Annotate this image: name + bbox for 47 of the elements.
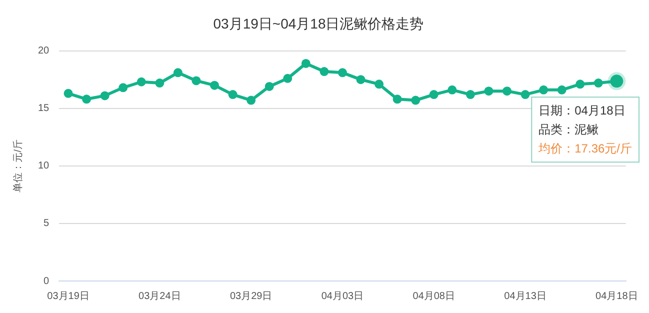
point	[118, 83, 128, 92]
point	[594, 78, 603, 88]
point	[320, 67, 329, 76]
point	[374, 80, 384, 89]
x-tick-label: 03月29日	[230, 290, 272, 302]
x-tick-label: 03月19日	[47, 290, 90, 302]
point	[448, 85, 457, 94]
annotation: 均价：17.36元/斤	[538, 142, 632, 156]
point	[576, 80, 585, 89]
point	[392, 94, 402, 104]
point	[557, 85, 566, 94]
y-tick-label: 0	[44, 276, 50, 287]
y-tick-label: 10	[38, 160, 50, 172]
x-tick-label: 04月13日	[504, 290, 546, 302]
point	[466, 90, 475, 100]
point	[210, 80, 220, 90]
annotation: 品类：泥鳅	[538, 122, 599, 136]
point	[283, 74, 292, 83]
y-axis-title: 单位：元/斤	[12, 140, 24, 192]
point	[411, 96, 420, 105]
point	[192, 76, 201, 86]
y-tick-label: 5	[44, 218, 50, 230]
point	[136, 77, 146, 86]
x-tick-label: 04月18日	[596, 290, 638, 302]
point	[173, 68, 182, 78]
x-tick-label: 04月03日	[321, 290, 364, 302]
point	[228, 90, 238, 100]
point	[301, 58, 310, 68]
point	[64, 88, 73, 98]
point	[429, 90, 438, 100]
point	[484, 86, 494, 96]
point	[246, 96, 256, 105]
y-tick-label: 20	[38, 46, 50, 57]
point	[338, 68, 347, 78]
point	[264, 82, 274, 91]
point	[100, 91, 110, 100]
point	[520, 90, 530, 100]
x-tick-label: 03月24日	[138, 290, 181, 302]
point	[155, 78, 164, 88]
point	[502, 86, 512, 96]
annotation: 日期：04月18日	[538, 104, 626, 118]
x-tick-label: 04月08日	[412, 290, 455, 302]
point	[539, 85, 548, 94]
point	[356, 75, 366, 84]
chart-title: 03月19日~04月18日泥鳅价格走势	[213, 15, 424, 32]
y-tick-label: 15	[38, 103, 50, 114]
point	[82, 94, 92, 104]
